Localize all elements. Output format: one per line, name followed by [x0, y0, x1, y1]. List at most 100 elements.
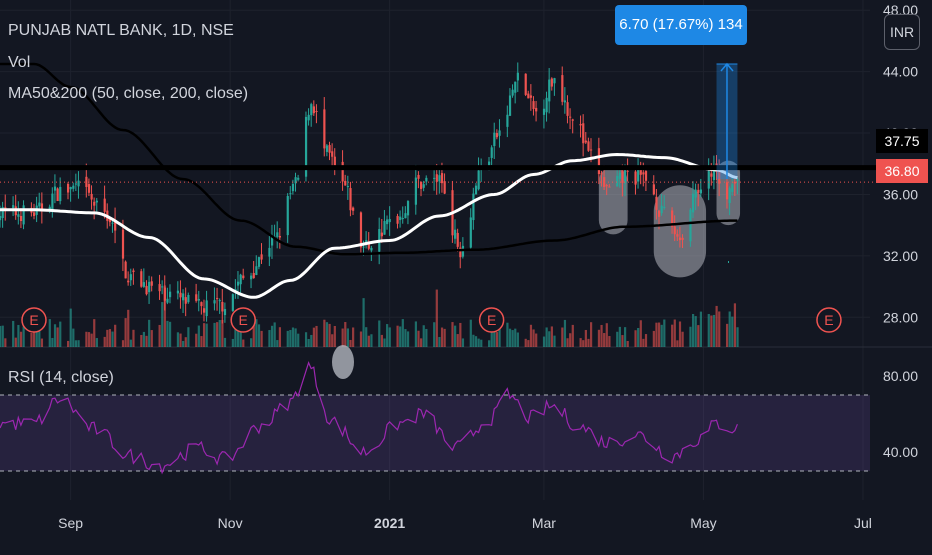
- candle-body: [579, 123, 582, 126]
- candle-body: [205, 300, 208, 317]
- volume-bar: [304, 332, 308, 347]
- levels: [0, 62, 876, 263]
- candle-body: [545, 97, 548, 113]
- volume-bar: [33, 321, 36, 347]
- volume-bar: [582, 340, 585, 347]
- earnings-marker: E: [230, 307, 256, 333]
- candle-body: [90, 193, 93, 200]
- volume-bar: [563, 319, 567, 347]
- candle-body: [0, 216, 2, 221]
- candle-body: [236, 281, 240, 286]
- candle-body: [341, 161, 344, 182]
- volume-bar: [127, 309, 130, 347]
- volume-bar: [506, 322, 509, 347]
- volume-bar: [124, 318, 127, 347]
- volume-bar: [420, 338, 423, 347]
- candle-body: [689, 209, 692, 242]
- ma50-line: [0, 152, 738, 299]
- volume-bar: [529, 324, 533, 347]
- volume-bar: [380, 334, 383, 347]
- candle-body: [508, 95, 512, 116]
- volume-bar: [30, 332, 33, 347]
- volume-bar: [731, 316, 734, 347]
- symbol-title: PUNJAB NATL BANK, 1D, NSE: [8, 22, 234, 39]
- volume-bar: [111, 331, 114, 347]
- volume-bar: [14, 337, 17, 347]
- volume-bar: [276, 340, 279, 347]
- candle-body: [597, 148, 601, 175]
- measure-label: 6.70 (17.67%) 134: [615, 5, 747, 45]
- time-tick-label: Jul: [854, 515, 872, 531]
- volume-bar: [48, 319, 51, 347]
- currency-button[interactable]: INR: [884, 14, 920, 50]
- volume-bar: [297, 333, 300, 347]
- candle-body: [359, 212, 363, 248]
- volume-bar: [657, 322, 661, 347]
- volume-label: Vol: [8, 54, 31, 71]
- volume-bar: [163, 285, 166, 347]
- candle-body: [490, 147, 493, 158]
- candle-body: [127, 280, 130, 283]
- volume-bar: [294, 328, 297, 347]
- volume-bar: [542, 336, 546, 347]
- time-tick-label: May: [690, 515, 716, 531]
- candle-body: [589, 149, 593, 151]
- candle-body: [626, 170, 629, 172]
- volume-bar: [511, 330, 514, 347]
- candle-body: [553, 78, 556, 84]
- volume-bar: [550, 326, 553, 347]
- candle-body: [66, 183, 70, 193]
- candle-body: [388, 219, 391, 223]
- volume-bar: [618, 326, 621, 347]
- volume-bar: [85, 331, 88, 347]
- candle-body: [425, 177, 428, 182]
- volume-bar: [535, 333, 538, 347]
- volume-bar: [433, 322, 436, 347]
- volume-bar: [161, 302, 164, 347]
- candle-body: [516, 72, 519, 81]
- candle-body: [352, 207, 355, 211]
- candle-body: [718, 168, 721, 184]
- candle-body: [367, 243, 370, 249]
- candle-body: [477, 170, 480, 190]
- candle-body: [140, 271, 143, 287]
- volume-bar: [87, 332, 91, 347]
- candle-body: [346, 186, 349, 188]
- volume-bar: [733, 303, 737, 347]
- candle-body: [297, 177, 300, 180]
- candle-body: [216, 297, 219, 299]
- volume-bar: [365, 327, 368, 347]
- candle-body: [472, 193, 475, 221]
- candle-body: [85, 176, 88, 187]
- candle-body: [678, 237, 682, 241]
- volume-bar: [132, 329, 135, 347]
- candle-body: [396, 216, 399, 224]
- candle-body: [38, 202, 41, 207]
- volume-bar: [333, 326, 336, 347]
- volume-bar: [216, 322, 219, 347]
- candle-body: [150, 281, 153, 286]
- volume-bar: [422, 325, 425, 347]
- candle-body: [529, 95, 533, 98]
- time-tick-label: 2021: [374, 515, 405, 531]
- volume-bar: [231, 338, 234, 347]
- volume-bar: [273, 322, 276, 347]
- volume-bar: [114, 324, 117, 347]
- candle-body: [542, 108, 546, 115]
- candle-body: [53, 186, 57, 191]
- volume-bar: [182, 340, 185, 347]
- candle-body: [495, 133, 499, 138]
- candle-body: [72, 185, 75, 189]
- rsi-line: [0, 361, 738, 475]
- candle-body: [461, 245, 465, 257]
- volume-bar: [56, 327, 59, 347]
- candle-body: [255, 266, 258, 276]
- candle-body: [328, 145, 331, 153]
- candle-body: [114, 220, 117, 231]
- volume-bar: [715, 305, 718, 347]
- volume-bar: [150, 330, 153, 347]
- grid: [0, 0, 932, 500]
- volume-bar: [218, 319, 221, 347]
- candle-body: [699, 189, 703, 194]
